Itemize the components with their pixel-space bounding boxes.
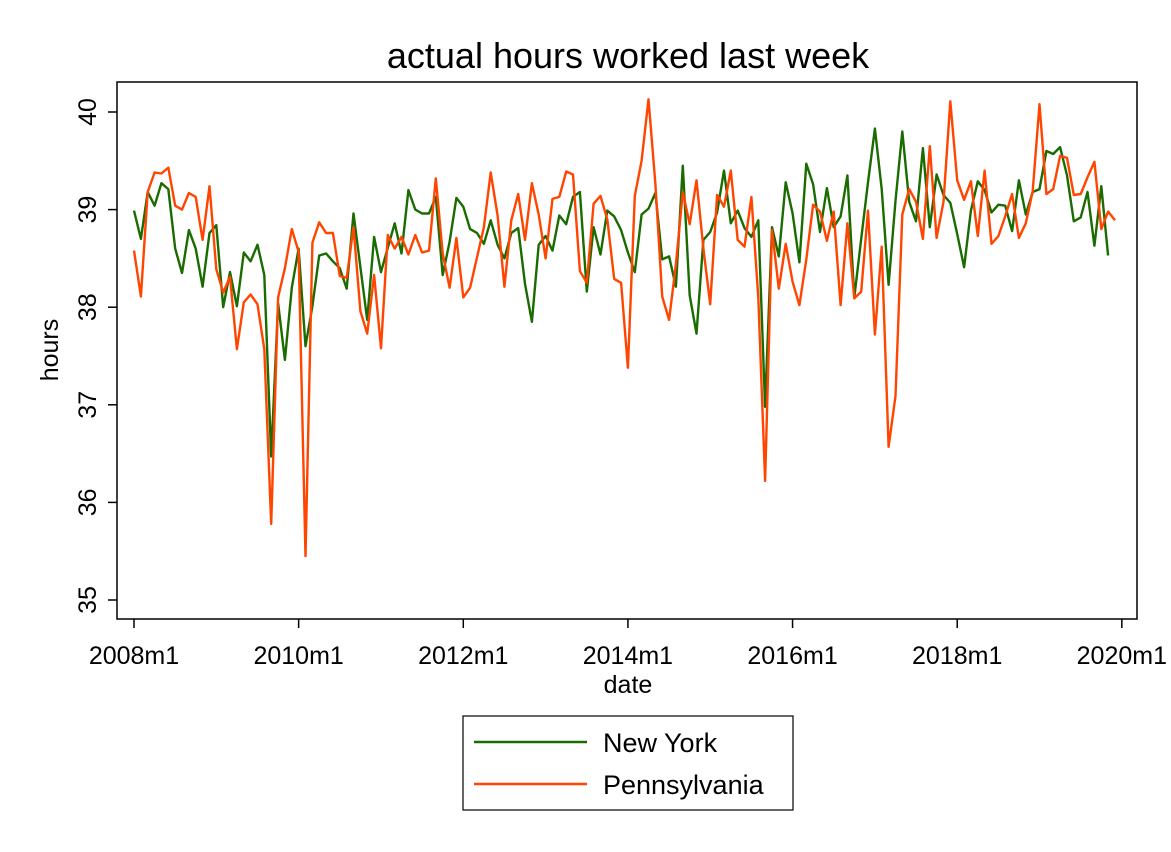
y-tick-label: 38 (74, 293, 102, 321)
y-axis: 35 36 37 38 39 40 (74, 98, 117, 614)
x-tick-label: 2012m1 (418, 642, 508, 670)
series-line-pennsylvania (132, 98, 1116, 558)
x-axis: 2008m1 2010m1 2012m1 2014m1 2016m1 2018m1 2020… (89, 619, 1167, 670)
x-tick-label: 2018m1 (912, 642, 1002, 670)
x-tick-label: 2008m1 (89, 642, 179, 670)
legend-box (462, 715, 794, 811)
legend: New York Pennsylvania (462, 715, 794, 811)
x-tick-label: 2016m1 (747, 642, 837, 670)
y-tick-label: 40 (74, 98, 102, 126)
y-tick-label: 39 (74, 196, 102, 224)
series-line-new-york (132, 127, 1110, 458)
x-axis-label: date (604, 671, 653, 699)
y-tick-label: 36 (74, 488, 102, 516)
plot-area (116, 81, 1138, 620)
chart-title: actual hours worked last week (387, 35, 870, 76)
y-axis-label: hours (36, 319, 64, 382)
y-tick-label: 37 (74, 391, 102, 419)
series-lines (132, 98, 1116, 558)
legend-label-pennsylvania: Pennsylvania (603, 770, 765, 800)
legend-label-new-york: New York (603, 728, 718, 758)
x-tick-label: 2020m1 (1077, 642, 1167, 670)
y-tick-label: 35 (74, 586, 102, 614)
x-tick-label: 2010m1 (253, 642, 343, 670)
x-tick-label: 2014m1 (583, 642, 673, 670)
